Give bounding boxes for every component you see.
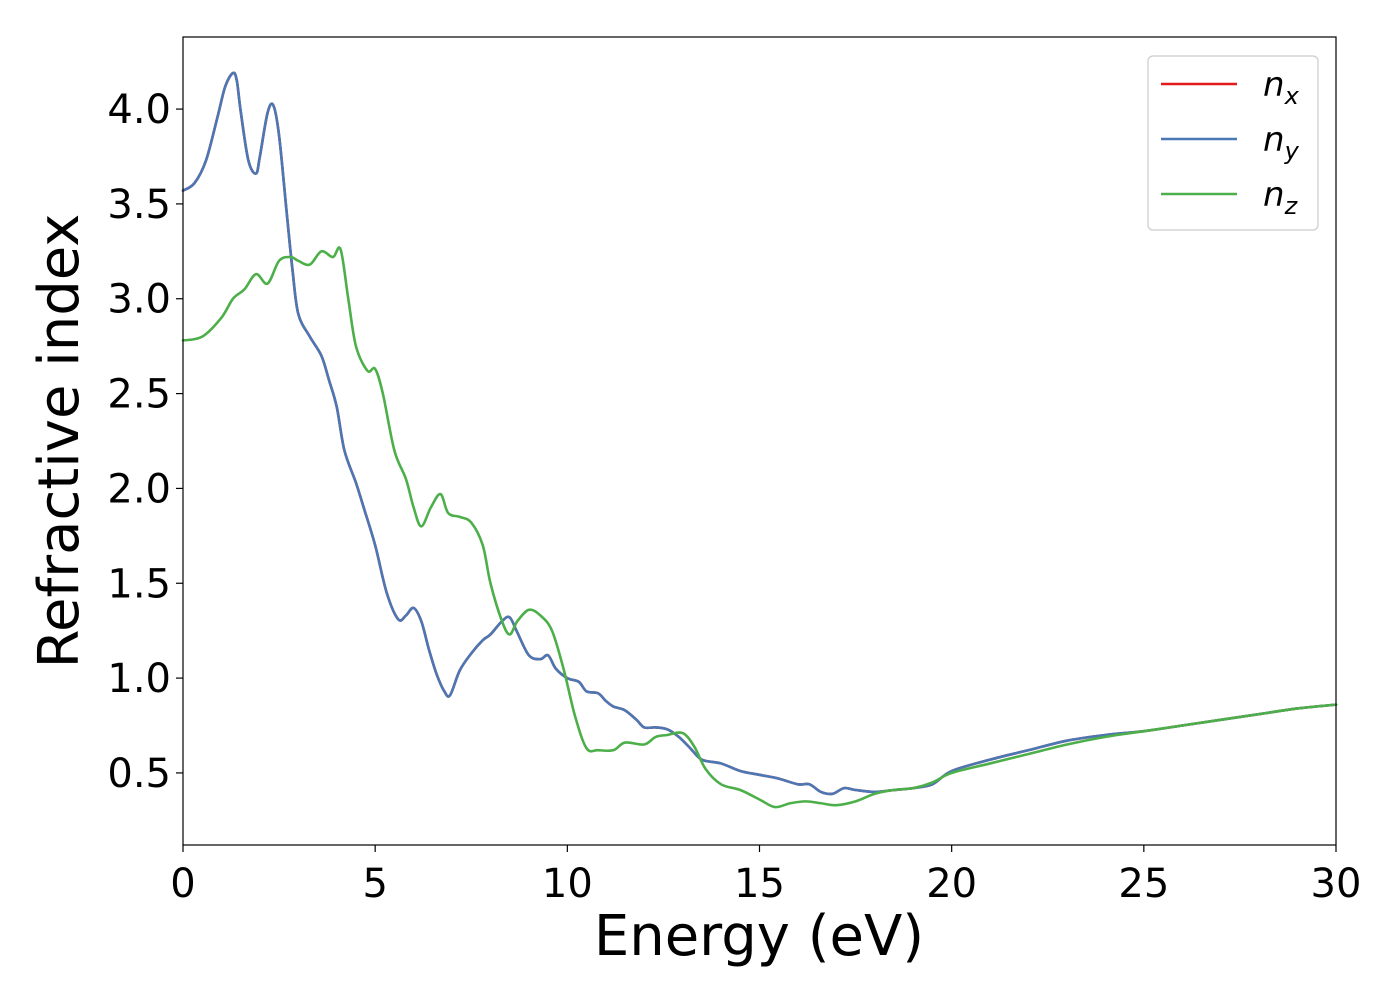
y-tick-label: 3.0 bbox=[107, 277, 171, 323]
y-tick-label: 1.5 bbox=[107, 561, 171, 607]
y-axis: 0.5 1.0 1.5 2.0 2.5 3.0 3.5 4.0 bbox=[107, 87, 183, 797]
legend-box bbox=[1147, 55, 1319, 231]
y-tick-label: 0.5 bbox=[107, 751, 171, 797]
x-axis-label: Energy (eV) bbox=[594, 904, 924, 969]
y-tick-label: 4.0 bbox=[107, 87, 171, 133]
x-tick-label: 10 bbox=[542, 861, 593, 907]
x-axis: 0 5 10 15 20 25 30 bbox=[170, 845, 1361, 907]
y-tick-label: 2.5 bbox=[107, 372, 171, 418]
y-axis-label: Refractive index bbox=[27, 214, 92, 669]
x-tick-label: 5 bbox=[362, 861, 387, 907]
x-tick-label: 30 bbox=[1311, 861, 1362, 907]
y-tick-label: 3.5 bbox=[107, 182, 171, 228]
x-tick-label: 20 bbox=[926, 861, 977, 907]
y-tick-label: 2.0 bbox=[107, 466, 171, 512]
x-tick-label: 15 bbox=[734, 861, 785, 907]
series-layer bbox=[181, 71, 1338, 809]
series-line-y bbox=[181, 71, 1338, 796]
x-tick-label: 25 bbox=[1118, 861, 1169, 907]
x-tick-label: 0 bbox=[170, 861, 195, 907]
y-tick-label: 1.0 bbox=[107, 656, 171, 702]
series-line-z bbox=[181, 246, 1338, 809]
